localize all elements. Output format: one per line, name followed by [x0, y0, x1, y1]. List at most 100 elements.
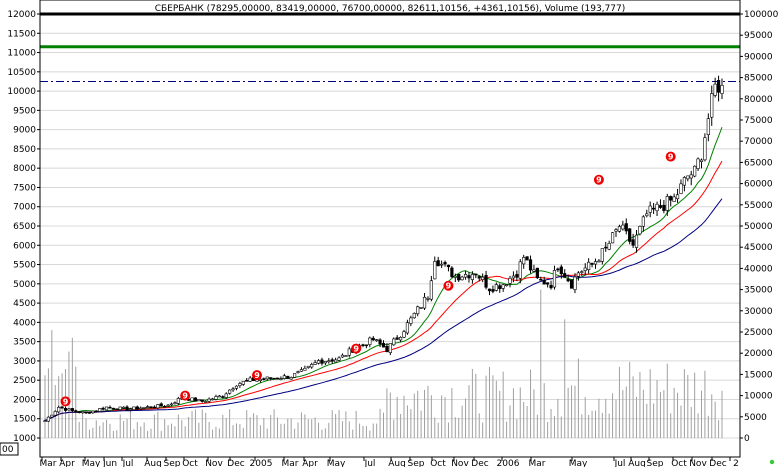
volume-bar: [663, 390, 665, 438]
candle-body: [665, 196, 669, 211]
volume-bar: [612, 393, 614, 438]
volume-bar: [198, 422, 200, 438]
volume-bar: [181, 420, 183, 438]
volume-bar: [119, 414, 121, 438]
volume-bar: [636, 396, 638, 438]
candle-body: [576, 272, 580, 277]
candle-body: [467, 275, 471, 279]
x-tick-label: Dec: [471, 459, 488, 467]
candle-body: [511, 275, 516, 279]
volume-bar: [523, 401, 525, 438]
signal-marker-dot: [251, 370, 262, 381]
signal-marker-label: 9: [254, 371, 260, 380]
volume-bar: [167, 425, 169, 438]
right-tick-label: 85000: [744, 74, 773, 84]
candle-body: [193, 397, 198, 402]
volume-bar: [218, 428, 220, 438]
ma-line-40: [44, 198, 723, 422]
right-axis: 1000009500090000850008000075000700006500…: [740, 10, 779, 444]
candle-body: [388, 343, 392, 353]
candle-body: [63, 407, 68, 411]
candle-body: [91, 410, 95, 414]
x-axis: Mar Apr May Jun Jul Aug Sep Oct Nov Dec 2005 Mar Apr…: [40, 457, 739, 467]
left-tick-label: 3000: [13, 357, 36, 367]
candle-body: [539, 278, 543, 281]
volume-bar: [594, 410, 596, 438]
volume-bar: [290, 418, 292, 438]
candle-body: [197, 398, 201, 402]
volume-bar: [437, 422, 439, 438]
candle-body: [525, 256, 529, 261]
candle-body: [190, 397, 194, 402]
candle-body: [563, 273, 567, 278]
volume-bar: [160, 430, 162, 438]
candle-body: [501, 284, 505, 289]
candle-body: [344, 355, 348, 357]
candle-body: [77, 411, 81, 413]
volume-bar: [718, 420, 720, 438]
candle-body: [542, 279, 546, 285]
volume-bar: [300, 412, 302, 438]
candle-body: [299, 369, 304, 372]
volume-bar: [615, 399, 617, 438]
candle-body: [453, 275, 457, 278]
candle-body: [286, 375, 290, 379]
volume-bar: [694, 372, 696, 438]
right-tick-label: 35000: [744, 286, 773, 296]
signal-marker-dot: [180, 390, 191, 401]
candle-body: [234, 385, 239, 389]
left-tick-label: 5000: [13, 280, 36, 290]
candle-body: [402, 331, 406, 338]
candle-body: [546, 282, 550, 285]
volume-bar: [509, 405, 511, 438]
candle-body: [696, 158, 700, 169]
candle-body: [522, 257, 526, 265]
volume-bar: [379, 408, 381, 438]
candle-body: [368, 337, 372, 345]
candle-body: [559, 266, 563, 275]
x-tick-label: Oct: [430, 459, 446, 467]
volume-bar: [133, 429, 135, 438]
volume-bar: [697, 413, 699, 438]
candle-body: [128, 408, 133, 411]
volume-bar: [471, 368, 473, 438]
candle-body: [634, 234, 639, 248]
candle-body: [645, 213, 649, 217]
volume-bar: [225, 417, 227, 438]
x-tick-label: Oct: [182, 459, 198, 467]
candle-body: [334, 359, 338, 363]
right-tick-label: 75000: [744, 116, 773, 126]
volume-bar: [413, 393, 415, 438]
volume-bar: [143, 422, 145, 438]
volume-bar: [441, 395, 443, 438]
right-tick-label: 10000: [744, 392, 773, 402]
candle-body: [604, 246, 608, 249]
right-tick-label: 0: [744, 434, 750, 444]
volume-bar: [677, 392, 679, 438]
volume-bar: [307, 419, 309, 438]
candle-body: [720, 85, 724, 94]
candle-body: [528, 259, 533, 271]
volume-bar: [567, 387, 569, 438]
candle-body: [306, 365, 310, 368]
volume-bar: [106, 419, 108, 438]
left-tick-label: 3500: [13, 338, 36, 348]
candle-body: [518, 261, 522, 279]
candle-body: [101, 407, 105, 410]
volume-bar: [338, 410, 340, 438]
volume-bar: [229, 409, 231, 438]
volume-bar: [71, 337, 73, 438]
candle-body: [316, 360, 321, 364]
candle-body: [573, 276, 577, 290]
right-tick-label: 80000: [744, 95, 773, 105]
signal-markers: 9 9 9 9 9 9 9: [60, 151, 676, 407]
right-tick-label: 55000: [744, 201, 773, 211]
volume-bar: [458, 417, 460, 438]
left-tick-label: 6500: [13, 222, 36, 232]
candle-body: [74, 410, 78, 413]
left-tick-label: 8000: [13, 164, 36, 174]
candle-body: [689, 174, 693, 179]
volume-bar: [530, 369, 532, 438]
signal-marker-dot: [60, 396, 71, 407]
x-tick-label: Jul: [614, 459, 626, 467]
